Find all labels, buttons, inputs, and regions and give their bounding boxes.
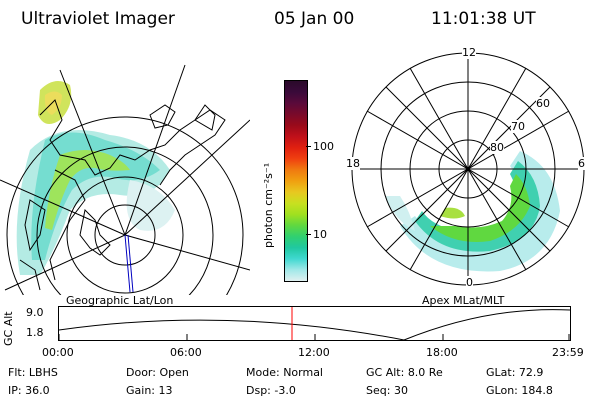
intensity-colorbar <box>284 80 308 282</box>
param-seq: Seq: 30 <box>366 384 408 397</box>
param-door: Door: Open <box>126 366 189 379</box>
param-glat: GLat: 72.9 <box>486 366 544 379</box>
mlt-label-6: 6 <box>578 157 585 170</box>
geographic-map <box>0 64 250 295</box>
header-date: 05 Jan 00 <box>274 9 355 29</box>
param-filter: Flt: LBHS <box>8 366 58 379</box>
mlt-label-12: 12 <box>462 46 476 59</box>
param-glon: GLon: 184.8 <box>486 384 553 397</box>
orbit-ytick-max: 9.0 <box>26 306 44 319</box>
colorbar-tick-label-10: 10 <box>313 228 327 241</box>
mlt-label-0: 0 <box>466 276 473 289</box>
aurora-emission-geo <box>16 81 175 275</box>
colorbar-tick-label-100: 100 <box>313 140 334 153</box>
orbit-xtick-2359: 23:59 <box>552 346 584 359</box>
geographic-map-label: Geographic Lat/Lon <box>66 294 174 307</box>
mlat-label-80: 80 <box>490 141 504 154</box>
mlt-label-18: 18 <box>346 157 360 170</box>
colorbar-tick-100 <box>306 146 311 147</box>
mlat-label-70: 70 <box>511 120 525 133</box>
orbit-xtick-0000: 00:00 <box>42 346 74 359</box>
orbit-ylabel: GC Alt <box>2 311 15 346</box>
mlat-label-60: 60 <box>536 97 550 110</box>
orbit-xtick-1200: 12:00 <box>298 346 330 359</box>
param-ip: IP: 36.0 <box>8 384 50 397</box>
aurora-emission-mag <box>385 151 560 272</box>
colorbar-tick-10 <box>306 234 311 235</box>
param-gc-alt: GC Alt: 8.0 Re <box>366 366 443 379</box>
colorbar-unit-label: photon cm⁻²s⁻¹ <box>262 162 275 248</box>
param-mode: Mode: Normal <box>246 366 323 379</box>
orbit-xtick-1800: 18:00 <box>426 346 458 359</box>
orbit-xtick-0600: 06:00 <box>170 346 202 359</box>
magnetic-map <box>351 52 585 286</box>
orbit-ytick-min: 1.8 <box>26 326 44 339</box>
instrument-title: Ultraviolet Imager <box>21 9 175 29</box>
magnetic-map-label: Apex MLat/MLT <box>422 294 505 307</box>
param-gain: Gain: 13 <box>126 384 173 397</box>
orbit-altitude-plot <box>58 306 571 341</box>
header-time: 11:01:38 UT <box>431 9 536 29</box>
param-dsp: Dsp: -3.0 <box>246 384 296 397</box>
